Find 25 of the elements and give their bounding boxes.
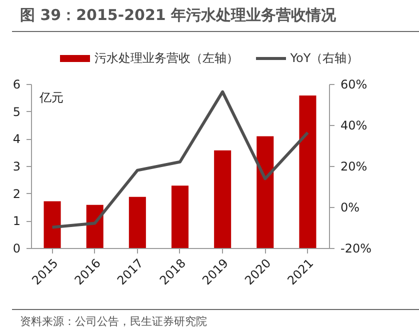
bar [214,150,232,248]
y-tick-label: 0 [12,242,20,256]
bar [86,204,104,248]
y2-tick-label: 60% [340,78,368,92]
bar [299,95,316,248]
line-series [50,90,310,229]
bar [256,136,274,248]
y-tick-label: 3 [12,160,20,174]
legend-label: YoY（右轴） [290,50,359,67]
y-tick-label: 6 [12,78,20,92]
text: 资料来源：公司公告，民生证券研究院 [20,314,207,329]
bar [44,201,61,248]
y-tick-label: 2 [12,186,20,201]
y2-tick-label: -20% [340,242,372,256]
y2-tick-label: 0% [340,200,360,214]
bar [171,186,189,248]
legend-label: 污水处理业务营收（左轴） [94,50,238,67]
y-axis-title: 亿元 [38,90,64,104]
y2-tick-label: 40% [340,118,368,132]
y-tick-label: 4 [12,132,20,146]
y-tick-label: 5 [12,104,20,119]
bar [128,196,146,248]
chart-title: 图 39：2015-2021 年污水处理业务营收情况 [20,6,336,25]
y-tick-label: 1 [12,214,20,228]
y2-tick-label: 20% [340,160,368,174]
